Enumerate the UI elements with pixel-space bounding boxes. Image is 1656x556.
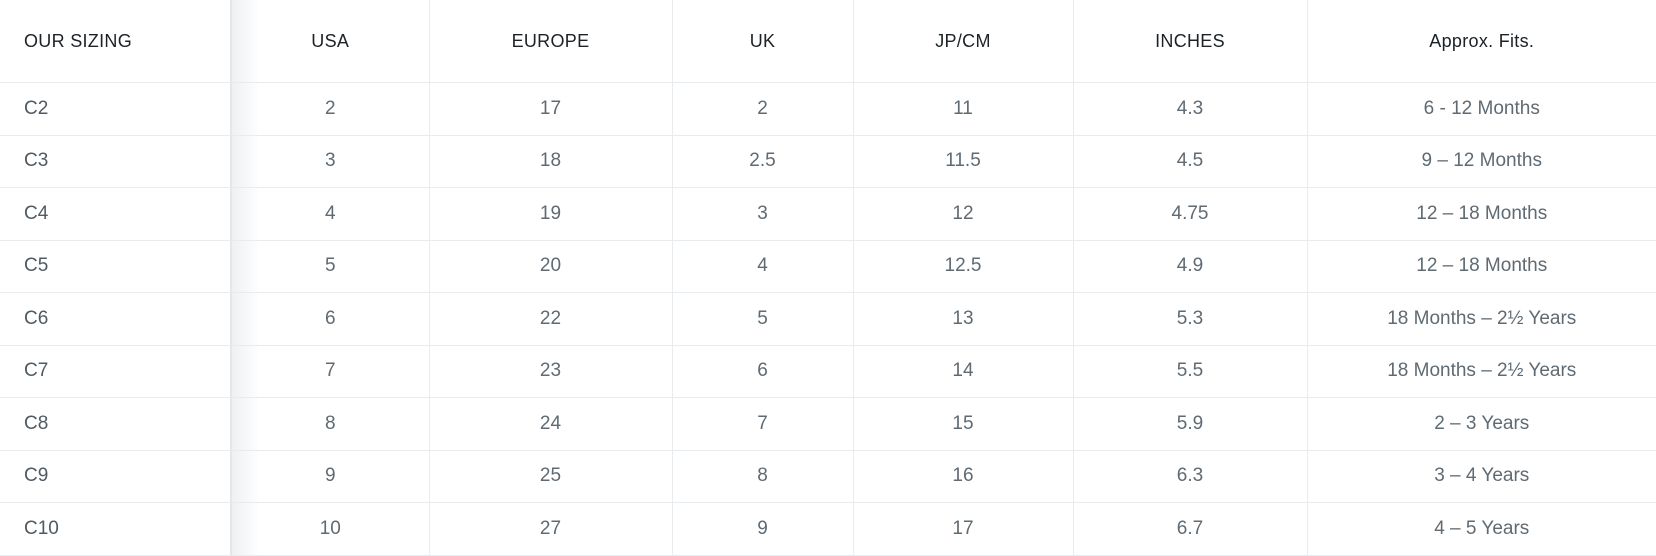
table-cell: 5.3 xyxy=(1072,292,1308,346)
table-cell: 4 xyxy=(230,187,430,241)
table-cell: 17 xyxy=(852,502,1074,556)
table-cell: 6.7 xyxy=(1072,502,1308,556)
table-cell: 8 xyxy=(230,397,430,451)
table-cell: C8 xyxy=(0,397,232,451)
table-cell: 15 xyxy=(852,397,1074,451)
column-header: INCHES xyxy=(1072,0,1308,83)
table-cell: C3 xyxy=(0,134,232,188)
table-cell: 22 xyxy=(428,292,673,346)
table-row: C5 5 20 4 12.5 4.9 12 – 18 Months xyxy=(0,239,1656,293)
table-cell: 7 xyxy=(230,344,430,398)
table-cell: 18 Months – 2½ Years xyxy=(1306,344,1656,398)
table-cell: C2 xyxy=(0,82,232,136)
column-header: USA xyxy=(230,0,430,83)
table-cell: 10 xyxy=(230,502,430,556)
table-cell: 2 xyxy=(230,82,430,136)
column-header: EUROPE xyxy=(428,0,673,83)
table-cell: 23 xyxy=(428,344,673,398)
table-cell: 13 xyxy=(852,292,1074,346)
table-cell: 12 – 18 Months xyxy=(1306,187,1656,241)
table-cell: 4.9 xyxy=(1072,239,1308,293)
table-cell: 3 xyxy=(230,134,430,188)
table-cell: C7 xyxy=(0,344,232,398)
table-cell: C4 xyxy=(0,187,232,241)
table-row: C4 4 19 3 12 4.75 12 – 18 Months xyxy=(0,187,1656,241)
table-cell: 6 - 12 Months xyxy=(1306,82,1656,136)
column-header: Approx. Fits. xyxy=(1306,0,1656,83)
table-cell: 12 – 18 Months xyxy=(1306,239,1656,293)
column-header: OUR SIZING xyxy=(0,0,232,83)
column-header: UK xyxy=(671,0,854,83)
table-cell: 18 Months – 2½ Years xyxy=(1306,292,1656,346)
table-cell: C9 xyxy=(0,449,232,503)
table-cell: 6 xyxy=(230,292,430,346)
table-cell: 4.75 xyxy=(1072,187,1308,241)
table-cell: 17 xyxy=(428,82,673,136)
table-cell: 14 xyxy=(852,344,1074,398)
table-cell: C10 xyxy=(0,502,232,556)
table-cell: C6 xyxy=(0,292,232,346)
table-cell: 8 xyxy=(671,449,854,503)
table-cell: 5.9 xyxy=(1072,397,1308,451)
table-row: C7 7 23 6 14 5.5 18 Months – 2½ Years xyxy=(0,344,1656,398)
table-cell: 12 xyxy=(852,187,1074,241)
table-cell: 20 xyxy=(428,239,673,293)
table-cell: 5.5 xyxy=(1072,344,1308,398)
table-cell: 2.5 xyxy=(671,134,854,188)
table-row: C8 8 24 7 15 5.9 2 – 3 Years xyxy=(0,397,1656,451)
table-cell: 4 – 5 Years xyxy=(1306,502,1656,556)
table-cell: 16 xyxy=(852,449,1074,503)
table-row: C2 2 17 2 11 4.3 6 - 12 Months xyxy=(0,82,1656,136)
table-cell: 11 xyxy=(852,82,1074,136)
table-cell: 2 xyxy=(671,82,854,136)
table-cell: 24 xyxy=(428,397,673,451)
table-cell: 18 xyxy=(428,134,673,188)
table-row: C6 6 22 5 13 5.3 18 Months – 2½ Years xyxy=(0,292,1656,346)
table-cell: 2 – 3 Years xyxy=(1306,397,1656,451)
table-cell: 4.3 xyxy=(1072,82,1308,136)
table-cell: 6.3 xyxy=(1072,449,1308,503)
table-cell: 4.5 xyxy=(1072,134,1308,188)
table-cell: 11.5 xyxy=(852,134,1074,188)
table-cell: 27 xyxy=(428,502,673,556)
column-header: JP/CM xyxy=(852,0,1074,83)
table-cell: 25 xyxy=(428,449,673,503)
table-cell: 7 xyxy=(671,397,854,451)
table-row: C10 10 27 9 17 6.7 4 – 5 Years xyxy=(0,502,1656,556)
table-cell: 5 xyxy=(671,292,854,346)
table-cell: 6 xyxy=(671,344,854,398)
table-cell: C5 xyxy=(0,239,232,293)
table-row: C3 3 18 2.5 11.5 4.5 9 – 12 Months xyxy=(0,134,1656,188)
table-cell: 19 xyxy=(428,187,673,241)
table-cell: 4 xyxy=(671,239,854,293)
table-cell: 9 – 12 Months xyxy=(1306,134,1656,188)
table-cell: 9 xyxy=(230,449,430,503)
table-cell: 3 xyxy=(671,187,854,241)
header-row: OUR SIZING USA EUROPE UK JP/CM INCHES Approx. … xyxy=(0,0,1656,83)
table-cell: 9 xyxy=(671,502,854,556)
table-row: C9 9 25 8 16 6.3 3 – 4 Years xyxy=(0,449,1656,503)
table-cell: 3 – 4 Years xyxy=(1306,449,1656,503)
table-cell: 12.5 xyxy=(852,239,1074,293)
table-cell: 5 xyxy=(230,239,430,293)
